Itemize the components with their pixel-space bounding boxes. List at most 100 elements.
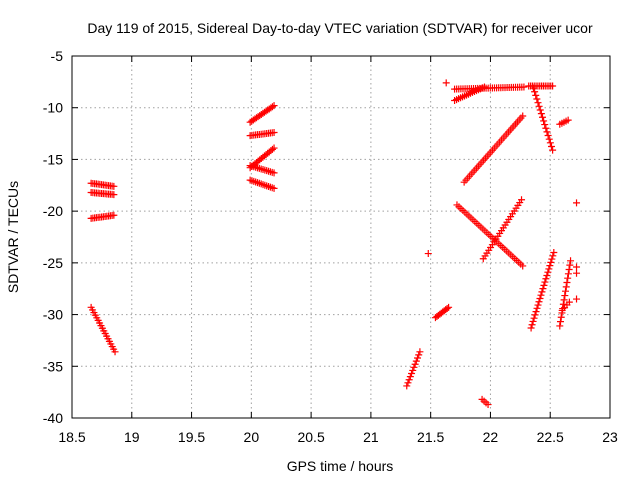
data-point [542, 275, 549, 282]
series-arc-22.72-a [573, 199, 580, 206]
x-tick-label: 19 [124, 429, 140, 445]
data-point [530, 318, 537, 325]
data-point [271, 129, 278, 136]
series-arc-18.65-d [88, 304, 119, 355]
data-point [534, 99, 541, 106]
data-point [541, 121, 548, 128]
y-tick-label: -40 [43, 410, 63, 426]
series-arc-22.36 [530, 85, 556, 154]
series-arc-21.55 [432, 304, 452, 321]
series-arc-21.48 [425, 250, 432, 257]
data-point [563, 283, 570, 290]
data-point [573, 199, 580, 206]
data-point [562, 288, 569, 295]
sdtvar-scatter-chart: Day 119 of 2015, Sidereal Day-to-day VTE… [0, 0, 640, 480]
x-axis-label: GPS time / hours [287, 458, 394, 474]
data-point [110, 212, 117, 219]
data-point [563, 279, 570, 286]
data-point [415, 351, 422, 358]
x-tick-labels: 18.5 19 19.5 20 20.5 21 21.5 22 22.5 23 [58, 429, 618, 445]
data-point [537, 292, 544, 299]
data-point [545, 265, 552, 272]
x-tick-label: 22.5 [537, 429, 564, 445]
y-tick-labels: -40 -35 -30 -25 -20 -15 -10 -5 [43, 48, 63, 426]
x-tick-label: 18.5 [58, 429, 85, 445]
series-arc-22.6 [559, 299, 573, 314]
series-arc-22.58 [556, 117, 571, 128]
series-arc-18.65-c [88, 212, 118, 222]
series-arc-22.34 [528, 249, 558, 332]
data-point [549, 252, 556, 259]
x-tick-label: 19.5 [178, 429, 205, 445]
data-point [542, 125, 549, 132]
data-point [539, 114, 546, 121]
data-point [410, 364, 417, 371]
series-arc-22.72-b [573, 263, 580, 276]
data-point [528, 325, 535, 332]
y-axis-label: SDTVAR / TECUs [5, 181, 21, 293]
data-point [443, 79, 450, 86]
data-point [543, 128, 550, 135]
data-point [547, 139, 554, 146]
series-arc-22.3 [525, 82, 556, 89]
data-point [548, 143, 555, 150]
x-tick-label: 21 [363, 429, 379, 445]
data-point [541, 279, 548, 286]
data-point [573, 263, 580, 270]
data-point [425, 250, 432, 257]
data-point [408, 370, 415, 377]
data-point [416, 348, 423, 355]
data-point [544, 269, 551, 276]
y-tick-label: -20 [43, 203, 63, 219]
plot-frame [72, 56, 610, 418]
data-point [110, 191, 117, 198]
data-point [531, 315, 538, 322]
series-arc-18.65-b [88, 189, 118, 198]
y-tick-label: -35 [43, 358, 63, 374]
series-arc-22.58-b [556, 257, 574, 329]
data-point [529, 321, 536, 328]
data-point [538, 110, 545, 117]
series-arc-21.72 [453, 201, 526, 269]
y-tick-label: -25 [43, 255, 63, 271]
x-tick-label: 20.5 [297, 429, 324, 445]
data-point [534, 305, 541, 312]
chart-title: Day 119 of 2015, Sidereal Day-to-day VTE… [87, 20, 593, 36]
data-point [565, 270, 572, 277]
data-point [564, 275, 571, 282]
series-arc-18.65-a [88, 180, 118, 190]
data-point [406, 376, 413, 383]
data-point [535, 302, 542, 309]
data-point [533, 308, 540, 315]
series-arc-21.78 [461, 112, 527, 185]
series-arc-21.7-a [451, 84, 527, 93]
data-point [546, 136, 553, 143]
data-point [533, 96, 540, 103]
series-arc-21.93 [479, 396, 492, 408]
data-point [573, 270, 580, 277]
data-point [413, 358, 420, 365]
axis-ticks [72, 56, 610, 418]
data-point [550, 249, 557, 256]
data-point [404, 379, 411, 386]
data-point [407, 373, 414, 380]
data-point [540, 282, 547, 289]
data-point [532, 92, 539, 99]
data-point [536, 295, 543, 302]
y-tick-label: -10 [43, 100, 63, 116]
y-tick-label: -30 [43, 307, 63, 323]
data-point [110, 183, 117, 190]
x-tick-label: 21.5 [417, 429, 444, 445]
data-point [546, 262, 553, 269]
series-arc-21.63 [443, 79, 450, 86]
data-point [573, 296, 580, 303]
series-arc-21.3 [403, 348, 423, 389]
data-point [539, 285, 546, 292]
data-point [537, 106, 544, 113]
data-point [547, 259, 554, 266]
data-point [566, 266, 573, 273]
grid [72, 56, 610, 418]
data-point [549, 147, 556, 154]
series-arc-22.72-c [573, 296, 580, 303]
data-point [271, 169, 278, 176]
